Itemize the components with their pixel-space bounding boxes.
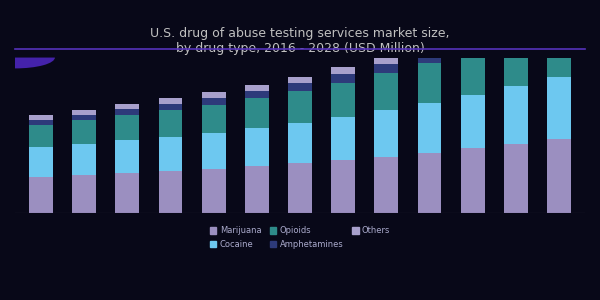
- Bar: [72, 175, 96, 213]
- Bar: [245, 166, 269, 213]
- Bar: [331, 67, 355, 74]
- Bar: [158, 98, 182, 104]
- Bar: [461, 52, 485, 95]
- Bar: [461, 95, 485, 148]
- Bar: [158, 171, 182, 213]
- Bar: [461, 148, 485, 213]
- Bar: [72, 121, 96, 144]
- Bar: [202, 169, 226, 213]
- Bar: [418, 44, 442, 53]
- Bar: [504, 144, 528, 213]
- Bar: [288, 164, 312, 213]
- Bar: [202, 92, 226, 98]
- Bar: [418, 103, 442, 153]
- Bar: [374, 110, 398, 157]
- Bar: [72, 110, 96, 115]
- Bar: [29, 120, 53, 125]
- Bar: [547, 14, 571, 27]
- Bar: [374, 56, 398, 64]
- Bar: [245, 91, 269, 98]
- Bar: [331, 160, 355, 213]
- Bar: [158, 110, 182, 136]
- Bar: [29, 176, 53, 213]
- Title: U.S. drug of abuse testing services market size,
by drug type, 2016 - 2028 (USD : U.S. drug of abuse testing services mark…: [150, 27, 450, 55]
- Bar: [245, 98, 269, 128]
- Bar: [288, 123, 312, 164]
- Bar: [72, 144, 96, 175]
- Bar: [331, 83, 355, 117]
- Bar: [418, 53, 442, 63]
- Wedge shape: [15, 58, 55, 68]
- Bar: [202, 105, 226, 133]
- Bar: [374, 64, 398, 74]
- Bar: [547, 139, 571, 213]
- Bar: [115, 140, 139, 173]
- Bar: [461, 31, 485, 41]
- Bar: [29, 147, 53, 176]
- Bar: [202, 98, 226, 105]
- Legend: Marijuana, Cocaine, Opioids, Amphetamines, Others: Marijuana, Cocaine, Opioids, Amphetamine…: [206, 223, 394, 252]
- Bar: [418, 153, 442, 213]
- Bar: [504, 86, 528, 144]
- Bar: [547, 2, 571, 14]
- Bar: [374, 74, 398, 110]
- Bar: [547, 77, 571, 139]
- Bar: [288, 83, 312, 91]
- Bar: [331, 74, 355, 83]
- Bar: [547, 27, 571, 77]
- Bar: [504, 17, 528, 28]
- Bar: [504, 40, 528, 86]
- Bar: [158, 136, 182, 171]
- Bar: [29, 115, 53, 120]
- Bar: [461, 41, 485, 52]
- Bar: [115, 110, 139, 115]
- Bar: [418, 63, 442, 103]
- Bar: [374, 157, 398, 213]
- Bar: [504, 28, 528, 40]
- Bar: [331, 117, 355, 160]
- Bar: [202, 133, 226, 169]
- Bar: [72, 115, 96, 121]
- Bar: [115, 173, 139, 213]
- Bar: [115, 115, 139, 140]
- Bar: [288, 91, 312, 123]
- Bar: [115, 104, 139, 110]
- Bar: [245, 85, 269, 91]
- Bar: [288, 77, 312, 83]
- Bar: [158, 104, 182, 110]
- Bar: [29, 125, 53, 147]
- Bar: [245, 128, 269, 166]
